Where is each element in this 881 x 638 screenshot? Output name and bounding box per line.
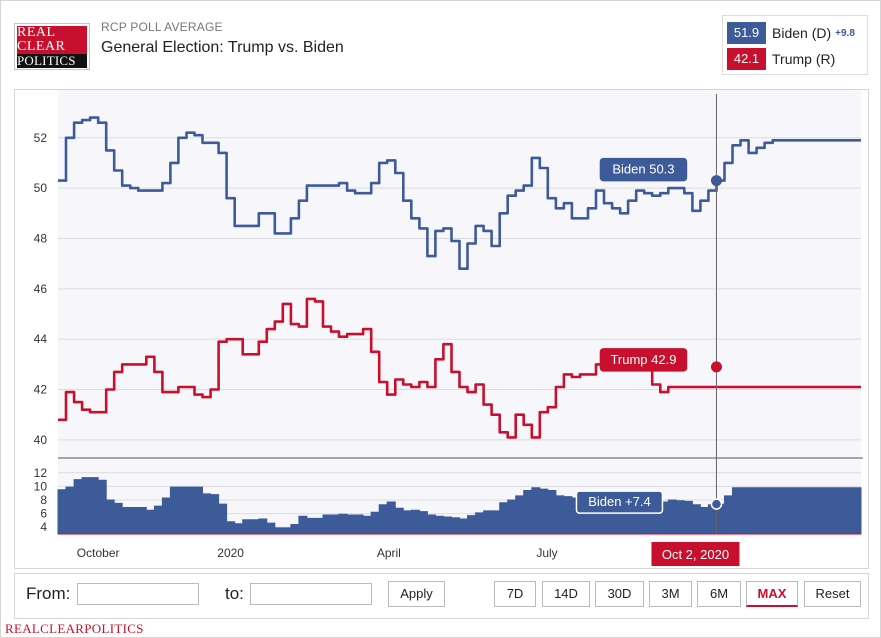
footer-brand: REALCLEARPOLITICS xyxy=(5,621,144,636)
spread-area xyxy=(57,477,862,535)
legend-name-biden: Biden (D) xyxy=(772,25,832,41)
legend-item-biden[interactable]: 51.9 Biden (D) +9.8 xyxy=(727,22,855,44)
range-controls: From: to: Apply 7D 14D 30D 3M 6M MAX Res… xyxy=(14,573,869,619)
tooltip-trump-box xyxy=(599,348,688,372)
chart-area[interactable]: 40 42 44 46 48 50 52 4 6 8 10 12 October 2020 April Jul… xyxy=(14,89,869,569)
to-label: to: xyxy=(225,584,244,603)
legend-item-trump[interactable]: 42.1 Trump (R) xyxy=(727,48,835,70)
spread-y-tick-label: 6 xyxy=(40,507,47,521)
chart-title: General Election: Trump vs. Biden xyxy=(101,39,344,56)
reset-button[interactable]: Reset xyxy=(804,581,861,607)
logo-line-2: CLEAR xyxy=(17,40,87,54)
tooltip-biden: Biden 50.3 xyxy=(612,162,674,177)
legend-spread: +9.8 xyxy=(835,27,855,39)
y-tick-label: 44 xyxy=(34,332,48,346)
y-tick-label: 52 xyxy=(34,131,48,145)
range-button-30d[interactable]: 30D xyxy=(595,581,644,607)
plot-background xyxy=(58,90,861,536)
range-button-7d[interactable]: 7D xyxy=(494,581,536,607)
hover-point-trump xyxy=(710,361,722,373)
y-tick-label: 42 xyxy=(34,383,48,397)
y-tick-label: 48 xyxy=(34,231,48,245)
kicker: RCP POLL AVERAGE xyxy=(101,20,223,34)
legend: 51.9 Biden (D) +9.8 42.1 Trump (R) xyxy=(722,15,868,75)
x-tick-label: July xyxy=(536,546,557,560)
tooltip-biden-box xyxy=(599,157,688,182)
series-line-biden xyxy=(58,116,861,270)
range-button-max[interactable]: MAX xyxy=(746,581,798,607)
from-label: From: xyxy=(26,584,71,603)
apply-button[interactable]: Apply xyxy=(388,581,445,607)
legend-name-trump: Trump (R) xyxy=(772,51,836,67)
hover-date: Oct 2, 2020 xyxy=(662,547,729,562)
spread-y-tick-label: 4 xyxy=(40,520,47,534)
to-date-input[interactable] xyxy=(250,583,372,605)
range-button-14d[interactable]: 14D xyxy=(542,581,590,607)
x-tick-label: 2020 xyxy=(217,546,244,560)
spread-y-tick-label: 12 xyxy=(34,466,48,480)
x-tick-label: October xyxy=(77,546,120,560)
logo-line-1: REAL xyxy=(17,26,87,40)
y-tick-label: 50 xyxy=(34,181,48,195)
range-button-3m[interactable]: 3M xyxy=(649,581,692,607)
tooltip-spread-box xyxy=(575,490,664,514)
tooltip-trump: Trump 42.9 xyxy=(610,352,676,367)
hover-date-box xyxy=(651,542,740,566)
hover-point-spread xyxy=(710,498,723,510)
logo-line-3: POLITICS xyxy=(17,54,87,68)
legend-value-trump: 42.1 xyxy=(727,48,766,70)
y-tick-label: 40 xyxy=(34,433,48,447)
series-line-trump xyxy=(58,297,861,439)
tooltip-spread: Biden +7.4 xyxy=(588,494,651,509)
spread-y-tick-label: 8 xyxy=(40,493,47,507)
legend-value-biden: 51.9 xyxy=(727,22,766,44)
rcp-logo: REAL CLEAR POLITICS xyxy=(14,23,90,70)
from-date-input[interactable] xyxy=(77,583,199,605)
y-tick-label: 46 xyxy=(34,282,48,296)
x-tick-label: April xyxy=(377,546,401,560)
range-button-6m[interactable]: 6M xyxy=(697,581,741,607)
spread-y-tick-label: 10 xyxy=(34,479,48,493)
hover-point-biden xyxy=(710,175,722,187)
